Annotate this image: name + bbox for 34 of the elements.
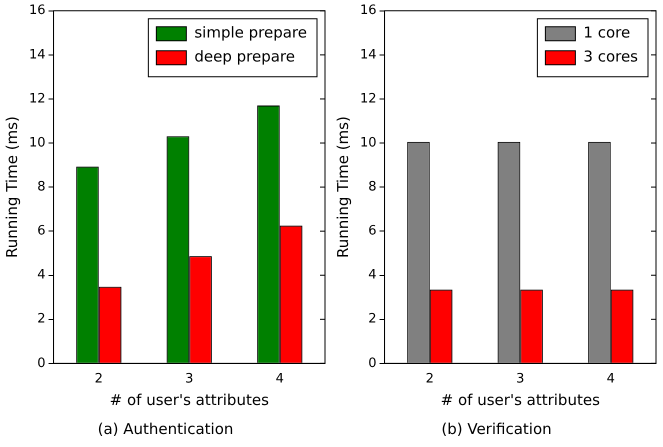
y-tick-label: 12	[360, 91, 377, 106]
text: (b) Verification	[441, 420, 552, 438]
y-tick-label: 6	[37, 224, 46, 239]
y-tick-label: 10	[28, 135, 46, 150]
y-tick-label: 16	[28, 3, 46, 18]
y-tick-label: 8	[368, 179, 377, 194]
y-tick-label: 6	[368, 224, 377, 239]
legend-label: deep prepare	[194, 48, 295, 66]
legend-label: 1 core	[583, 24, 630, 42]
y-tick-label: 2	[37, 312, 46, 327]
y-tick-label: 12	[28, 91, 46, 106]
y-axis-title: Running Time (ms)	[2, 116, 21, 258]
y-tick-label: 14	[360, 47, 377, 62]
y-tick-label: 14	[28, 47, 46, 62]
x-axis-title: # of user's attributes	[110, 390, 270, 409]
legend-label: simple prepare	[194, 24, 308, 42]
y-tick-label: 10	[360, 135, 377, 150]
text: (a) Authentication	[98, 420, 234, 438]
y-tick-label: 4	[368, 268, 377, 283]
y-tick-label: 16	[360, 3, 377, 18]
x-axis-title: # of user's attributes	[440, 390, 600, 409]
y-tick-label: 8	[37, 179, 46, 194]
y-tick-label: 2	[368, 312, 377, 327]
x-tick-label: 2	[426, 372, 434, 387]
x-tick-label: 3	[516, 372, 524, 387]
y-tick-label: 0	[368, 356, 377, 371]
legend-label: 3 cores	[583, 48, 638, 66]
y-tick-label: 4	[37, 268, 46, 283]
x-tick-label: 4	[606, 372, 615, 387]
x-tick-label: 3	[185, 372, 194, 387]
x-tick-label: 2	[94, 372, 103, 387]
x-tick-label: 4	[276, 372, 284, 387]
y-tick-label: 0	[37, 356, 46, 371]
y-axis-title: Running Time (ms)	[334, 116, 352, 258]
